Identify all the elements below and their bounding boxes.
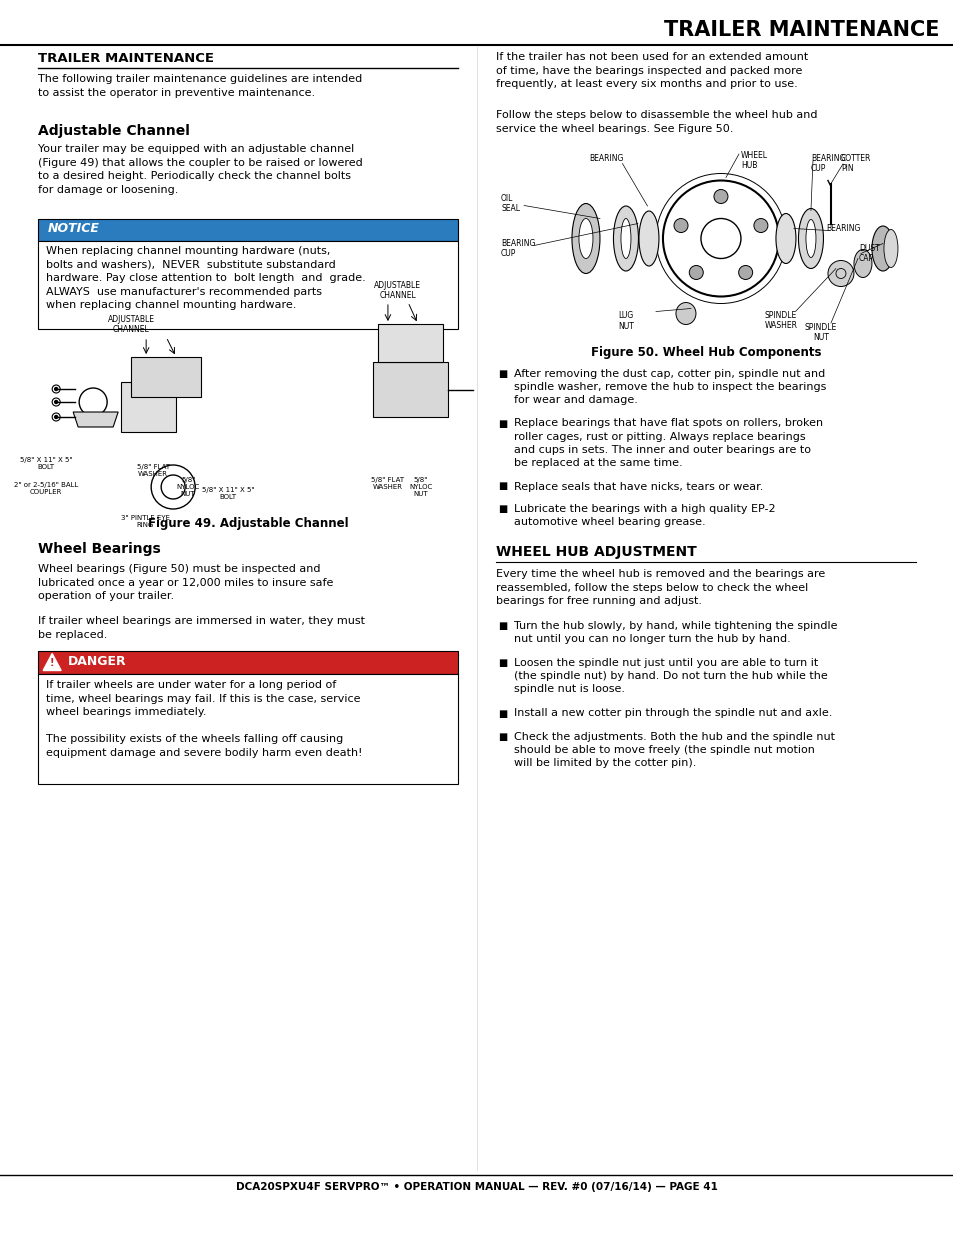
Ellipse shape xyxy=(613,206,638,270)
Text: If trailer wheels are under water for a long period of
time, wheel bearings may : If trailer wheels are under water for a … xyxy=(46,680,362,758)
Text: Replace seals that have nicks, tears or wear.: Replace seals that have nicks, tears or … xyxy=(514,482,762,492)
Ellipse shape xyxy=(572,204,599,273)
Polygon shape xyxy=(43,653,61,671)
Text: Check the adjustments. Both the hub and the spindle nut
should be able to move f: Check the adjustments. Both the hub and … xyxy=(514,732,834,768)
Text: !: ! xyxy=(50,658,54,668)
Ellipse shape xyxy=(639,211,659,266)
Circle shape xyxy=(54,415,57,419)
Ellipse shape xyxy=(883,230,897,268)
Circle shape xyxy=(738,266,752,279)
Text: ■: ■ xyxy=(497,658,507,668)
Text: Wheel Bearings: Wheel Bearings xyxy=(38,542,161,556)
Text: DUST
CAP: DUST CAP xyxy=(858,243,879,263)
Text: NOTICE: NOTICE xyxy=(48,222,100,235)
Text: 2" or 2-5/16" BALL
COUPLER: 2" or 2-5/16" BALL COUPLER xyxy=(14,482,78,495)
Text: Figure 49. Adjustable Channel: Figure 49. Adjustable Channel xyxy=(148,517,348,530)
Ellipse shape xyxy=(775,214,795,263)
Circle shape xyxy=(689,266,702,279)
Polygon shape xyxy=(73,412,118,427)
Text: Lubricate the bearings with a high quality EP-2
automotive wheel bearing grease.: Lubricate the bearings with a high quali… xyxy=(514,504,775,527)
Ellipse shape xyxy=(805,220,815,258)
Ellipse shape xyxy=(798,209,822,268)
Text: Install a new cotter pin through the spindle nut and axle.: Install a new cotter pin through the spi… xyxy=(514,709,832,719)
FancyBboxPatch shape xyxy=(373,362,448,417)
Text: ■: ■ xyxy=(497,504,507,514)
Text: The following trailer maintenance guidelines are intended
to assist the operator: The following trailer maintenance guidel… xyxy=(38,74,362,98)
Text: ADJUSTABLE
CHANNEL: ADJUSTABLE CHANNEL xyxy=(108,315,154,333)
Ellipse shape xyxy=(578,219,593,258)
Text: TRAILER MAINTENANCE: TRAILER MAINTENANCE xyxy=(38,52,213,65)
FancyBboxPatch shape xyxy=(377,324,442,362)
Text: BEARING
CUP: BEARING CUP xyxy=(500,238,535,258)
FancyBboxPatch shape xyxy=(38,241,457,329)
Text: OIL
SEAL: OIL SEAL xyxy=(500,194,519,214)
Text: LUG
NUT: LUG NUT xyxy=(618,311,633,331)
Text: COTTER
PIN: COTTER PIN xyxy=(841,154,870,173)
Text: 5/8"
NYLOC
NUT: 5/8" NYLOC NUT xyxy=(409,477,432,496)
Text: WHEEL
HUB: WHEEL HUB xyxy=(740,151,767,170)
Circle shape xyxy=(713,189,727,204)
Text: ADJUSTABLE
CHANNEL: ADJUSTABLE CHANNEL xyxy=(374,280,421,300)
Text: ■: ■ xyxy=(497,621,507,631)
Text: ■: ■ xyxy=(497,732,507,742)
FancyBboxPatch shape xyxy=(38,674,457,784)
Circle shape xyxy=(674,219,687,232)
Text: 5/8" FLAT
WASHER: 5/8" FLAT WASHER xyxy=(136,464,170,477)
Text: When replacing channel mounting hardware (nuts,
bolts and washers),  NEVER  subs: When replacing channel mounting hardware… xyxy=(46,246,366,310)
Text: Your trailer may be equipped with an adjustable channel
(Figure 49) that allows : Your trailer may be equipped with an adj… xyxy=(38,144,362,195)
Text: DCA20SPXU4F SERVPRO™ • OPERATION MANUAL — REV. #0 (07/16/14) — PAGE 41: DCA20SPXU4F SERVPRO™ • OPERATION MANUAL … xyxy=(235,1182,718,1192)
FancyBboxPatch shape xyxy=(38,651,457,674)
Text: SPINDLE
WASHER: SPINDLE WASHER xyxy=(763,311,797,331)
Text: If trailer wheel bearings are immersed in water, they must
be replaced.: If trailer wheel bearings are immersed i… xyxy=(38,616,365,640)
Text: TRAILER MAINTENANCE: TRAILER MAINTENANCE xyxy=(664,20,939,40)
Text: ■: ■ xyxy=(497,419,507,429)
Text: SPINDLE
NUT: SPINDLE NUT xyxy=(804,324,836,342)
FancyBboxPatch shape xyxy=(121,382,176,432)
Text: 5/8" X 11" X 5"
BOLT: 5/8" X 11" X 5" BOLT xyxy=(202,487,254,500)
Text: DANGER: DANGER xyxy=(68,655,127,668)
Text: Wheel bearings (Figure 50) must be inspected and
lubricated once a year or 12,00: Wheel bearings (Figure 50) must be inspe… xyxy=(38,564,334,601)
Ellipse shape xyxy=(676,303,696,325)
Text: If the trailer has not been used for an extended amount
of time, have the bearin: If the trailer has not been used for an … xyxy=(496,52,807,89)
Text: 5/8" X 11" X 5"
BOLT: 5/8" X 11" X 5" BOLT xyxy=(20,457,72,471)
Text: 5/8" FLAT
WASHER: 5/8" FLAT WASHER xyxy=(371,477,404,490)
Text: Turn the hub slowly, by hand, while tightening the spindle
nut until you can no : Turn the hub slowly, by hand, while tigh… xyxy=(514,621,837,645)
Text: Figure 50. Wheel Hub Components: Figure 50. Wheel Hub Components xyxy=(590,346,821,359)
Text: ■: ■ xyxy=(497,709,507,719)
Text: Replace bearings that have flat spots on rollers, broken
roller cages, rust or p: Replace bearings that have flat spots on… xyxy=(514,419,822,468)
Circle shape xyxy=(54,388,57,390)
Text: BEARING: BEARING xyxy=(588,154,622,163)
Text: WHEEL HUB ADJUSTMENT: WHEEL HUB ADJUSTMENT xyxy=(496,545,696,559)
Text: BEARING: BEARING xyxy=(825,224,860,233)
Text: Adjustable Channel: Adjustable Channel xyxy=(38,124,190,138)
Text: Every time the wheel hub is removed and the bearings are
reassembled, follow the: Every time the wheel hub is removed and … xyxy=(496,569,824,606)
Ellipse shape xyxy=(871,226,893,270)
FancyBboxPatch shape xyxy=(38,219,457,241)
Text: BEARING
CUP: BEARING CUP xyxy=(810,154,844,173)
FancyBboxPatch shape xyxy=(131,357,201,396)
Text: After removing the dust cap, cotter pin, spindle nut and
spindle washer, remove : After removing the dust cap, cotter pin,… xyxy=(514,369,825,405)
Text: Loosen the spindle nut just until you are able to turn it
(the spindle nut) by h: Loosen the spindle nut just until you ar… xyxy=(514,658,827,694)
Ellipse shape xyxy=(620,219,630,258)
Circle shape xyxy=(827,261,853,287)
Ellipse shape xyxy=(853,249,871,278)
Circle shape xyxy=(54,400,57,404)
Text: ■: ■ xyxy=(497,369,507,379)
Circle shape xyxy=(753,219,767,232)
Text: Follow the steps below to disassemble the wheel hub and
service the wheel bearin: Follow the steps below to disassemble th… xyxy=(496,110,817,133)
Text: 5/8"
NYLOC
NUT: 5/8" NYLOC NUT xyxy=(176,477,199,496)
Text: ■: ■ xyxy=(497,482,507,492)
Text: 3" PINTLE EYE
RING: 3" PINTLE EYE RING xyxy=(120,515,170,529)
